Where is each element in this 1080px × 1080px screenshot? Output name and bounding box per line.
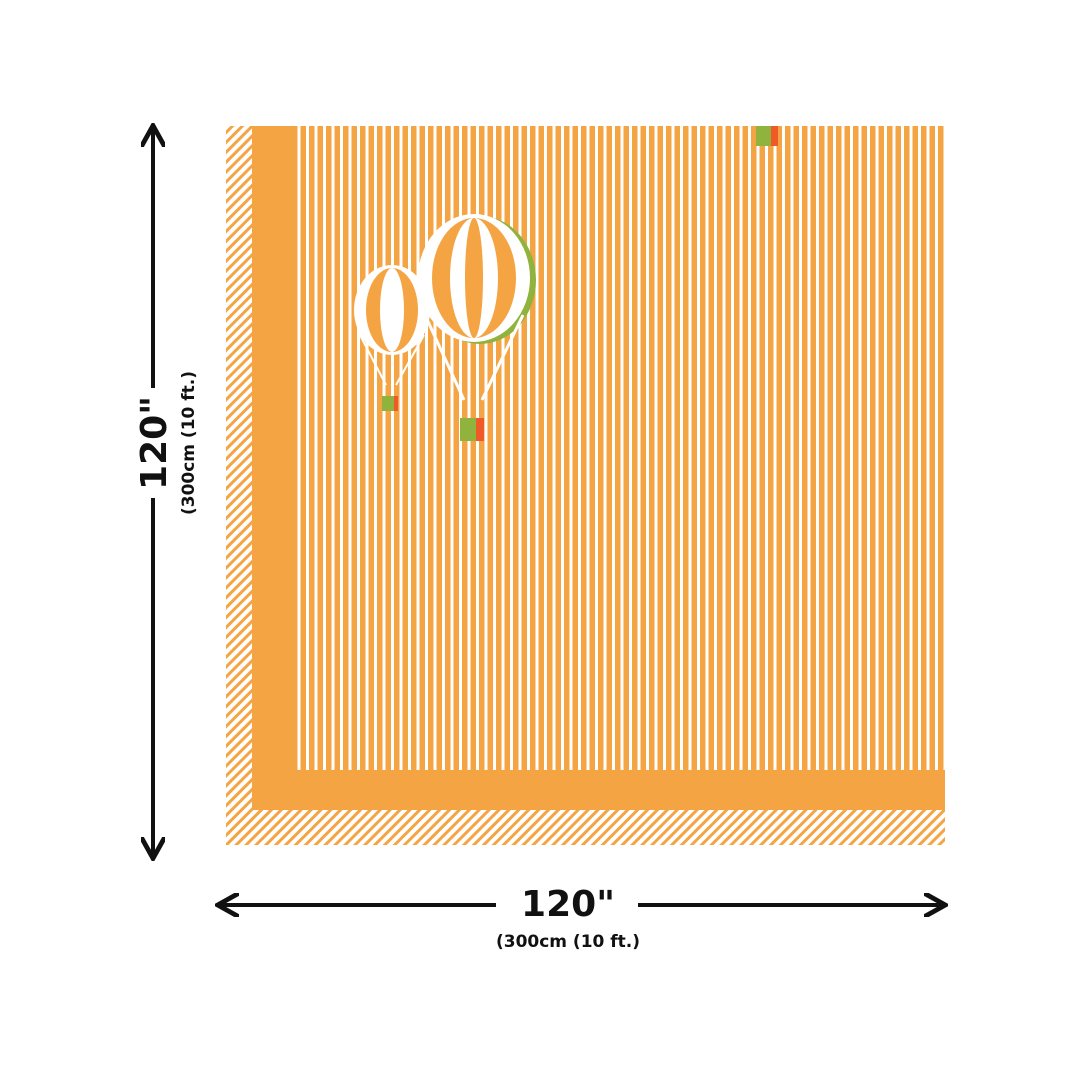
width-label: 120" [521, 884, 615, 925]
height-label: 120" [134, 396, 175, 490]
fabric [226, 126, 945, 845]
height-indicator: 120" (300cm (10 ft.) [134, 128, 199, 856]
height-sublabel: (300cm (10 ft.) [179, 371, 199, 515]
width-indicator: 120" (300cm (10 ft.) [220, 884, 943, 952]
small-balloon [354, 265, 430, 411]
width-sublabel: (300cm (10 ft.) [496, 932, 640, 952]
top-basket [756, 126, 778, 146]
large-balloon [418, 214, 536, 441]
striped-field [292, 126, 945, 770]
